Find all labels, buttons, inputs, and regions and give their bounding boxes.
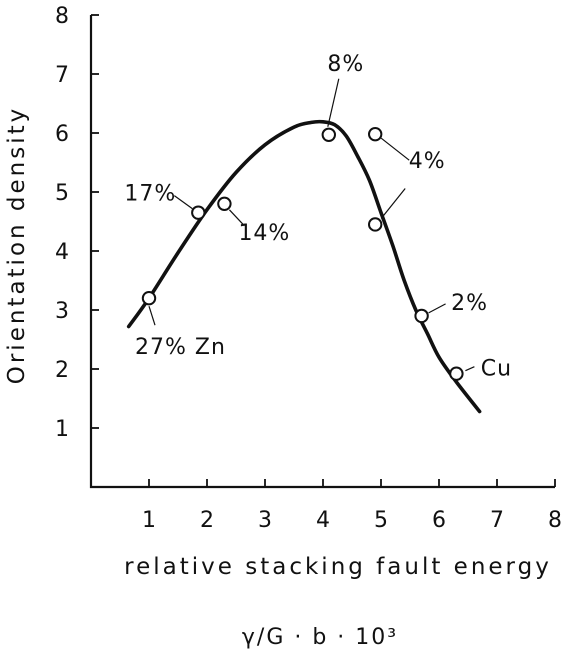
y-tick-label: 7: [55, 63, 69, 88]
data-point: [414, 308, 429, 324]
x-tick-label: 3: [258, 508, 272, 533]
y-tick-label: 3: [55, 299, 69, 324]
data-point: [449, 366, 464, 381]
x-tick-label: 4: [316, 508, 330, 533]
label-leader: [173, 195, 193, 210]
y-tick-label: 8: [55, 4, 69, 29]
point-label: 14%: [238, 221, 290, 246]
point-label: 2%: [451, 291, 488, 316]
label-leader: [148, 306, 156, 326]
label-leader: [327, 78, 340, 127]
label-leader: [380, 137, 410, 161]
point-label: 17%: [124, 182, 176, 207]
y-tick-label: 5: [55, 181, 69, 206]
data-point: [368, 217, 383, 232]
point-labels: 27% Zn 17% 14% 8% 4% 2% Cu: [124, 52, 512, 382]
data-point: [368, 126, 383, 142]
label-leader: [428, 303, 446, 314]
fit-curve-group: [126, 119, 482, 414]
point-label: 27% Zn: [135, 335, 226, 360]
x-tick-label: 7: [490, 508, 504, 533]
data-points: [141, 126, 464, 381]
point-label: Cu: [481, 357, 512, 382]
x-tick-label: 8: [548, 508, 562, 533]
data-point: [217, 196, 232, 212]
axes: 1 2 3 4 5 6 7 8 1 2 3 4 5 6 7 8: [55, 4, 562, 533]
data-point: [321, 127, 336, 142]
fit-curve: [126, 119, 482, 414]
axis-spine: [89, 15, 555, 489]
label-leader: [228, 209, 245, 227]
point-label: 4%: [409, 149, 446, 174]
x-tick-label: 6: [432, 508, 446, 533]
label-leader: [380, 188, 406, 219]
x-axis-unit: γ/G · b · 10³: [242, 625, 398, 650]
point-label: 8%: [327, 52, 364, 77]
y-tick-label: 4: [55, 240, 69, 265]
x-tick-label: 1: [142, 508, 156, 533]
x-tick-label: 2: [200, 508, 214, 533]
data-point: [191, 205, 206, 220]
y-axis-title: Orientation density: [4, 106, 30, 385]
x-tick-label: 5: [374, 508, 388, 533]
y-tick-label: 6: [55, 122, 69, 147]
y-tick-label: 1: [55, 417, 69, 442]
y-tick-label: 2: [55, 358, 69, 383]
x-axis-title: relative stacking fault energy: [124, 554, 552, 580]
label-leader: [465, 366, 475, 372]
data-point: [141, 291, 157, 306]
